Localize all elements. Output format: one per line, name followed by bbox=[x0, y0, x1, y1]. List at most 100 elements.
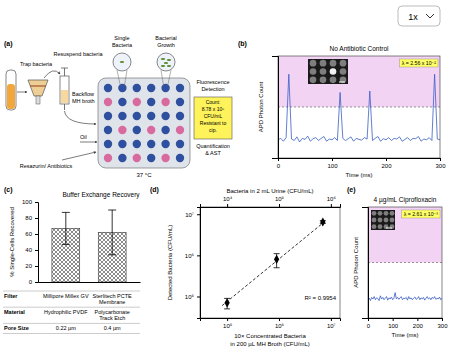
tick-mark bbox=[279, 318, 280, 321]
threshold-line bbox=[278, 107, 440, 108]
magnifier bbox=[157, 53, 175, 71]
label: cip. bbox=[209, 127, 217, 133]
tick: 60 bbox=[25, 231, 38, 237]
tick: 100 bbox=[327, 158, 338, 169]
syringe bbox=[60, 76, 69, 104]
error-bar bbox=[62, 212, 70, 244]
tick-mark bbox=[227, 204, 228, 207]
droplet bbox=[176, 84, 184, 92]
chevron bbox=[426, 14, 434, 18]
table-rule bbox=[3, 323, 140, 324]
label: MH broth bbox=[72, 98, 95, 104]
tick-label: 100 bbox=[327, 163, 338, 169]
x2-axis: 10⁴10⁵10⁶ bbox=[201, 196, 341, 208]
droplet bbox=[104, 154, 112, 162]
tick-mark bbox=[332, 158, 333, 161]
droplet bbox=[133, 112, 141, 120]
droplet bbox=[118, 112, 126, 120]
inset-image bbox=[308, 59, 348, 84]
tick-mark bbox=[417, 318, 418, 321]
title: No Antibiotic Control bbox=[330, 45, 389, 52]
droplet bbox=[133, 140, 141, 148]
tick-label: 80 bbox=[25, 215, 32, 221]
label: Resazurin/ Antibiotics bbox=[20, 163, 73, 169]
inset-bead bbox=[378, 218, 383, 223]
droplet bbox=[161, 140, 169, 148]
magnifier-cone bbox=[117, 70, 127, 86]
tick-label: 200 bbox=[413, 323, 424, 329]
zoom-control[interactable] bbox=[398, 6, 440, 26]
droplet bbox=[176, 140, 184, 148]
label: Growth bbox=[157, 42, 175, 48]
droplet bbox=[161, 112, 169, 120]
tick-mark bbox=[35, 202, 38, 203]
label: Detection bbox=[201, 86, 224, 92]
tick-label: 60 bbox=[25, 231, 32, 237]
magnifier bbox=[113, 53, 131, 71]
tick-label: 10⁶ bbox=[327, 196, 337, 202]
axis-line bbox=[201, 319, 341, 322]
tube bbox=[6, 70, 16, 110]
tick-label: 10⁶ bbox=[275, 323, 285, 329]
bacterium bbox=[120, 61, 124, 63]
tick-label: 0 bbox=[367, 323, 371, 329]
axis-line bbox=[39, 282, 141, 283]
inset-bead bbox=[330, 77, 337, 84]
table-cell: Pore Size bbox=[4, 325, 29, 331]
axis-line bbox=[272, 57, 279, 159]
inset-bead bbox=[372, 211, 377, 216]
inset-bead bbox=[390, 218, 395, 223]
point bbox=[274, 255, 279, 264]
tick-mark bbox=[331, 318, 332, 321]
axis-title: Time (ms) bbox=[346, 172, 373, 178]
label: Fluorescence bbox=[196, 79, 229, 85]
label: Oil bbox=[80, 134, 87, 140]
droplet bbox=[133, 126, 141, 134]
inset-bead bbox=[340, 77, 347, 84]
inset-bead bbox=[384, 218, 389, 223]
count-box bbox=[194, 97, 232, 139]
error-bar bbox=[108, 210, 116, 255]
tick-mark bbox=[35, 250, 38, 251]
table-cell: PolycarbonateTrack Etch bbox=[95, 309, 130, 321]
tick: 10⁶ bbox=[275, 318, 285, 329]
label: Resuspend bacteria bbox=[54, 51, 104, 57]
axis-title: APD Photon Count bbox=[258, 81, 264, 132]
y-axis: 10⁵10⁶10⁷ bbox=[185, 208, 201, 319]
droplet bbox=[161, 98, 169, 106]
droplet bbox=[104, 98, 112, 106]
inset-bead bbox=[330, 68, 337, 75]
axis-title: Bacteria in 2 mL Urine (CFU/mL) bbox=[226, 188, 313, 194]
panel-label: (d) bbox=[150, 186, 159, 194]
tick-label: 10⁵ bbox=[275, 196, 285, 202]
droplet bbox=[147, 154, 155, 162]
tick-mark bbox=[386, 158, 387, 161]
table-cell: Material bbox=[4, 309, 25, 315]
figure: 1x (a)Trap bacteriaResuspend bacteriaBack… bbox=[0, 0, 451, 361]
panel: (b)No Antibiotic Controlλ = 2.56 x 10⁻²0… bbox=[238, 40, 446, 178]
panel: (e)4 µg/mL Ciprofloxacinλ = 2.61 x 10⁻³0… bbox=[347, 186, 448, 338]
arrow bbox=[62, 152, 96, 160]
tick: 100 bbox=[22, 199, 38, 205]
tick: 10⁶ bbox=[185, 253, 200, 259]
tick: 10⁵ bbox=[223, 318, 233, 329]
tick-mark bbox=[393, 318, 394, 321]
label: Count: bbox=[206, 99, 221, 105]
annotation-box bbox=[400, 59, 438, 67]
bacterium bbox=[161, 58, 165, 60]
inset-bead bbox=[372, 224, 377, 229]
table-cell: Sterlitech PCTEMembrane bbox=[93, 293, 132, 305]
label: Quantification bbox=[196, 143, 230, 149]
scale-bar bbox=[339, 82, 345, 83]
membrane bbox=[30, 85, 46, 86]
plot-area bbox=[278, 56, 440, 142]
tick: 0 bbox=[29, 279, 38, 285]
panel-label: (a) bbox=[4, 40, 13, 48]
table-cell: Filter bbox=[4, 293, 18, 299]
arrow bbox=[44, 71, 60, 78]
droplet bbox=[104, 126, 112, 134]
diagram: (a)Trap bacteriaResuspend bacteriaBackfl… bbox=[4, 35, 232, 178]
zoom-label: 1x bbox=[408, 12, 418, 22]
tick-mark bbox=[331, 204, 332, 207]
inset-bead bbox=[384, 211, 389, 216]
